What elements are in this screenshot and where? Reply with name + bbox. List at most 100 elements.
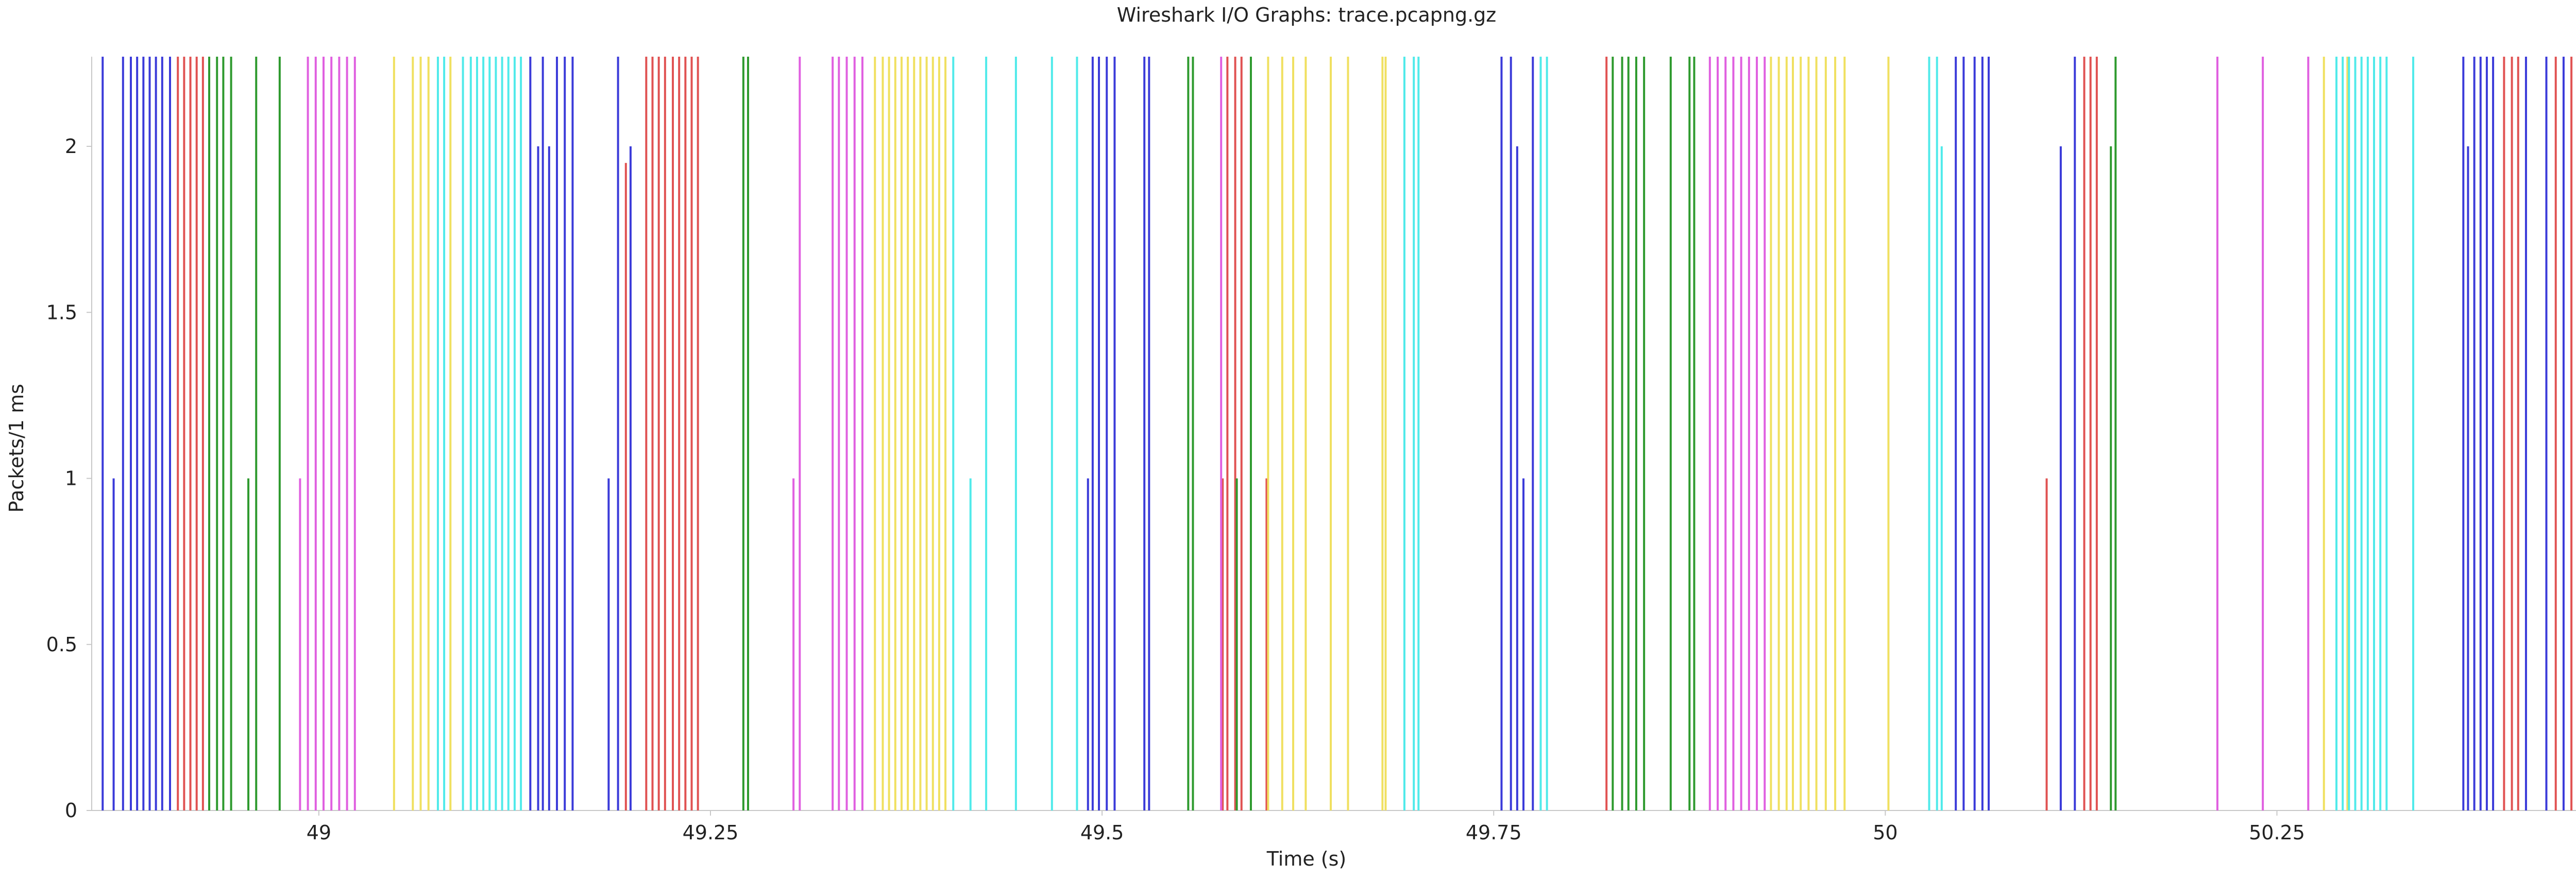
bar-blue-20 <box>1087 478 1089 810</box>
bar-cyan-13 <box>969 478 972 810</box>
bar-cyan-28 <box>2348 57 2350 810</box>
bar-blue-19 <box>629 146 632 810</box>
bar-blue-17 <box>607 478 610 810</box>
bar-cyan-8 <box>501 57 503 810</box>
bar-yellow-34 <box>1843 57 1846 810</box>
y-tick-label: 1 <box>65 467 77 490</box>
bar-yellow-3 <box>427 57 430 810</box>
bar-yellow-32 <box>1824 57 1827 810</box>
bar-yellow-0 <box>393 57 395 810</box>
bar-cyan-16 <box>1050 57 1053 810</box>
bar-yellow-35 <box>1887 57 1890 810</box>
bar-magenta-3 <box>322 57 325 810</box>
bar-blue-29 <box>1516 146 1518 810</box>
bar-magenta-4 <box>330 57 333 810</box>
bar-red-22 <box>2083 57 2086 810</box>
bar-green-10 <box>1192 57 1194 810</box>
bar-blue-23 <box>1106 57 1108 810</box>
bar-blue-18 <box>617 57 619 810</box>
bar-yellow-25 <box>1770 57 1772 810</box>
bar-cyan-10 <box>513 57 516 810</box>
chart-title: Wireshark I/O Graphs: trace.pcapng.gz <box>1117 4 1497 26</box>
bar-cyan-25 <box>1940 146 1943 810</box>
bar-red-15 <box>1222 478 1224 810</box>
bar-green-22 <box>2114 57 2117 810</box>
bar-magenta-14 <box>861 57 863 810</box>
bar-magenta-17 <box>1717 57 1719 810</box>
x-tick-label: 49.5 <box>1080 821 1124 844</box>
x-tick-label: 50 <box>1873 821 1897 844</box>
bar-yellow-8 <box>894 57 896 810</box>
bar-cyan-34 <box>2385 57 2388 810</box>
bar-magenta-21 <box>1748 57 1750 810</box>
bar-magenta-0 <box>299 478 301 810</box>
bar-red-11 <box>678 57 681 810</box>
bar-magenta-1 <box>307 57 309 810</box>
bar-blue-44 <box>2492 57 2495 810</box>
y-tick-label: 0.5 <box>46 633 77 656</box>
bar-yellow-28 <box>1791 57 1794 810</box>
bar-cyan-31 <box>2366 57 2369 810</box>
bar-cyan-32 <box>2373 57 2376 810</box>
bar-red-9 <box>664 57 666 810</box>
bar-blue-42 <box>2479 57 2482 810</box>
bar-red-27 <box>2517 57 2519 810</box>
bar-magenta-8 <box>792 478 795 810</box>
bar-blue-11 <box>537 146 539 810</box>
bar-cyan-21 <box>1539 57 1542 810</box>
bar-blue-3 <box>130 57 132 810</box>
bar-red-26 <box>2511 57 2513 810</box>
bar-blue-10 <box>529 57 532 810</box>
bar-blue-37 <box>1981 57 1984 810</box>
bar-green-4 <box>247 478 250 810</box>
bar-red-8 <box>657 57 660 810</box>
bar-green-15 <box>1627 57 1630 810</box>
x-tick-label: 49.25 <box>683 821 739 844</box>
bar-yellow-1 <box>412 57 414 810</box>
bar-yellow-12 <box>919 57 922 810</box>
bar-blue-25 <box>1143 57 1146 810</box>
bar-cyan-9 <box>507 57 510 810</box>
x-ticks-group: 49 49.25 49.5 49.75 50 50.25 <box>307 810 2305 844</box>
bar-yellow-10 <box>907 57 909 810</box>
bar-yellow-7 <box>888 57 890 810</box>
bar-blue-30 <box>1522 478 1525 810</box>
bar-cyan-22 <box>1546 57 1548 810</box>
bar-yellow-30 <box>1807 57 1810 810</box>
bar-yellow-11 <box>913 57 916 810</box>
bar-cyan-4 <box>476 57 478 810</box>
bar-red-1 <box>183 57 185 810</box>
bar-blue-16 <box>571 57 574 810</box>
bar-green-6 <box>278 57 281 810</box>
bar-yellow-31 <box>1815 57 1818 810</box>
bar-red-5 <box>624 163 627 810</box>
bar-green-0 <box>208 57 211 810</box>
bar-red-20 <box>1605 57 1608 810</box>
bar-green-12 <box>1249 57 1252 810</box>
x-axis-label: Time (s) <box>1266 848 1347 870</box>
bar-green-7 <box>742 57 744 810</box>
bar-magenta-25 <box>2262 57 2264 810</box>
bar-green-3 <box>230 57 232 810</box>
bar-yellow-2 <box>419 57 422 810</box>
bar-yellow-9 <box>900 57 903 810</box>
bar-blue-31 <box>1532 57 1534 810</box>
bar-green-11 <box>1235 478 1238 810</box>
bar-cyan-20 <box>1417 57 1420 810</box>
bar-blue-8 <box>161 57 163 810</box>
bar-yellow-21 <box>1330 57 1332 810</box>
bar-cyan-23 <box>1928 57 1930 810</box>
bar-magenta-5 <box>338 57 341 810</box>
bar-magenta-20 <box>1740 57 1742 810</box>
bar-blue-39 <box>2462 57 2465 810</box>
bar-magenta-26 <box>2307 57 2310 810</box>
bar-blue-21 <box>1091 57 1094 810</box>
bar-blue-15 <box>564 57 566 810</box>
bar-cyan-1 <box>443 57 446 810</box>
bar-cyan-14 <box>985 57 988 810</box>
bar-cyan-3 <box>469 57 472 810</box>
bar-blue-26 <box>1148 57 1150 810</box>
bar-blue-12 <box>541 57 544 810</box>
bar-red-25 <box>2503 57 2505 810</box>
